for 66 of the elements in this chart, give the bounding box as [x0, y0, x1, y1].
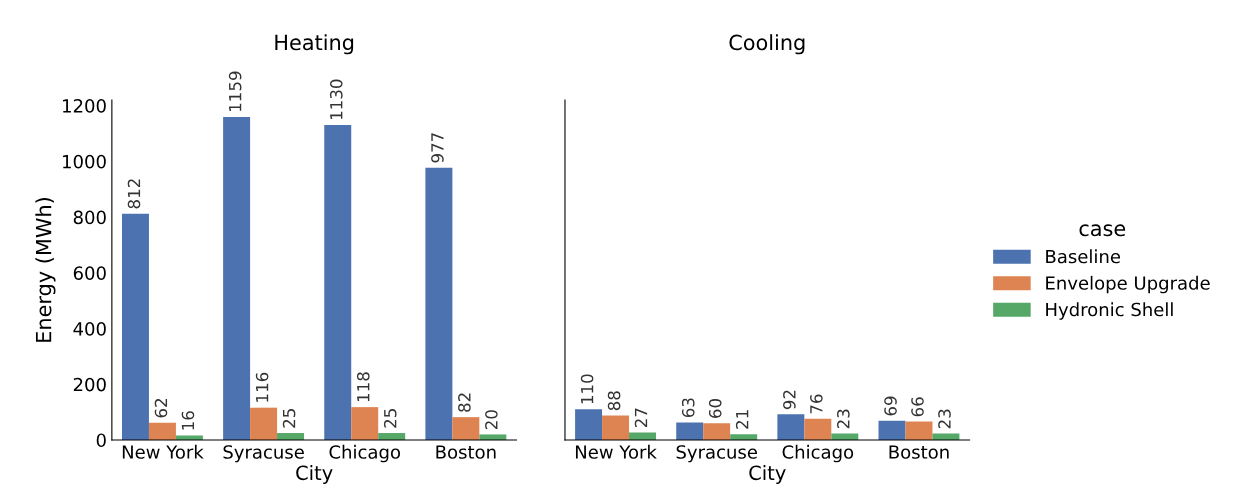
bar: [804, 418, 832, 440]
data-label: 60: [708, 399, 722, 418]
data-label: 82: [458, 393, 471, 412]
data-label: 25: [383, 409, 397, 428]
chart-title: Cooling: [729, 34, 805, 55]
bar: [777, 414, 805, 440]
y-tick-label: 1000: [63, 154, 106, 169]
x-tick-label: Boston: [889, 445, 949, 459]
y-tick-label: 600: [73, 266, 106, 280]
data-label: 977: [431, 133, 444, 163]
x-tick-label: Boston: [436, 445, 496, 459]
x-axis-title: City: [296, 465, 333, 484]
data-label: 812: [127, 179, 141, 209]
data-label: 66: [911, 397, 924, 417]
legend-label: Envelope Upgrade: [1046, 275, 1210, 294]
bar: [479, 434, 507, 440]
y-axis-title: Energy (MWh): [35, 197, 56, 342]
data-label: 25: [282, 409, 296, 428]
data-label: 16: [181, 411, 195, 430]
data-label: 21: [735, 410, 749, 429]
data-label: 1159: [228, 71, 242, 111]
y-tick-label: 400: [73, 321, 106, 336]
chart-title: Heating: [275, 34, 354, 55]
bar: [148, 422, 176, 440]
y-tick-label: 200: [73, 377, 106, 392]
x-tick-label: Syracuse: [223, 445, 304, 463]
data-label: 23: [938, 409, 951, 429]
data-label: 62: [154, 399, 168, 418]
data-label: 76: [810, 394, 823, 414]
x-tick-label: Chicago: [782, 444, 854, 463]
bar: [250, 407, 278, 440]
bar: [602, 415, 630, 440]
bar: [703, 423, 731, 440]
x-tick-label: New York: [122, 444, 204, 459]
data-label: 27: [634, 408, 648, 428]
bar: [629, 432, 656, 440]
data-label: 23: [837, 409, 850, 429]
y-tick-label: 0: [96, 433, 106, 448]
data-label: 88: [607, 391, 621, 411]
x-tick-label: Chicago: [329, 444, 401, 463]
data-label: 110: [580, 374, 594, 404]
data-label: 63: [681, 398, 695, 418]
data-label: 69: [884, 396, 897, 416]
bar: [121, 213, 149, 440]
data-label: 116: [255, 372, 269, 402]
bar: [905, 421, 933, 440]
legend-label: Hydronic Shell: [1046, 302, 1173, 320]
y-tick-label: 800: [73, 210, 106, 225]
data-label: 92: [783, 390, 796, 410]
bar: [575, 409, 603, 440]
x-tick-label: Syracuse: [676, 445, 757, 463]
x-tick-label: New York: [575, 444, 657, 459]
bar: [452, 417, 480, 440]
data-label: 118: [356, 372, 370, 402]
bar: [351, 407, 379, 440]
y-tick-label: 1200: [63, 99, 106, 113]
data-label: 20: [485, 410, 498, 430]
legend-label: Baseline: [1046, 249, 1121, 264]
bar: [676, 422, 704, 440]
x-axis-title: City: [749, 465, 786, 484]
legend-title: case: [1079, 224, 1126, 237]
bar: [878, 420, 906, 440]
bar: [425, 167, 453, 440]
bar: [223, 117, 251, 440]
data-label: 1130: [329, 79, 343, 120]
bar: [324, 125, 352, 440]
